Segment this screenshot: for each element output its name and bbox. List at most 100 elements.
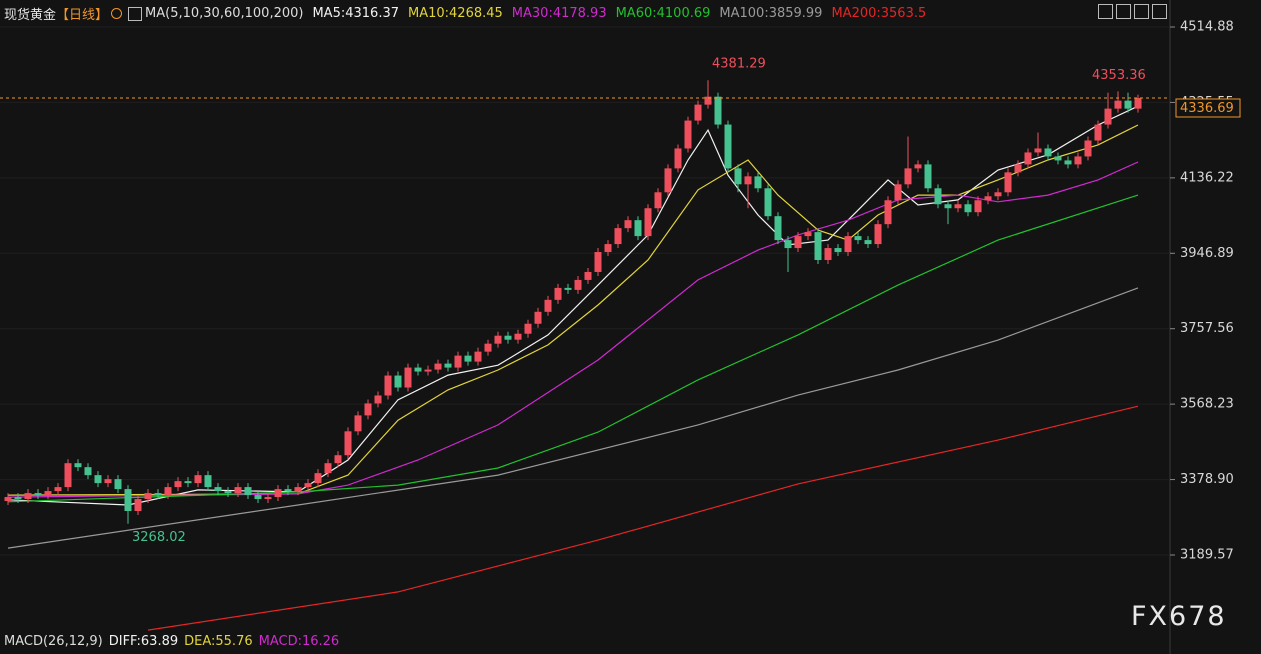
candle-body — [874, 224, 882, 245]
y-tick-label: 4136.22 — [1180, 170, 1234, 185]
candle-body — [594, 252, 602, 272]
candle-body — [1054, 156, 1062, 161]
candle-body — [1024, 152, 1032, 165]
candle-body — [1074, 156, 1082, 165]
candle-body — [674, 148, 682, 169]
macd-legend-entry: DEA:55.76 — [184, 634, 253, 649]
legend-entry: MA200:3563.5 — [831, 6, 927, 21]
candle-body — [424, 369, 432, 372]
legend-entry: MA5:4316.37 — [312, 6, 399, 21]
candle-body — [784, 240, 792, 249]
candle-body — [464, 355, 472, 362]
candle-body — [434, 363, 442, 370]
candle-body — [1014, 164, 1022, 173]
candle-body — [854, 236, 862, 241]
current-price-box — [1175, 98, 1241, 118]
candle-body — [1114, 100, 1122, 109]
candle-body — [234, 487, 242, 494]
candle-body — [404, 367, 412, 388]
candle-body — [844, 236, 852, 253]
candle-body — [694, 104, 702, 121]
candle-body — [104, 479, 112, 484]
candle-body — [24, 493, 32, 500]
ma-line — [7, 105, 1139, 506]
candle-body — [644, 208, 652, 237]
candle-body — [114, 479, 122, 490]
candle-body — [214, 487, 222, 492]
candle-body — [344, 431, 352, 456]
candle-body — [14, 497, 22, 500]
candle-body — [1034, 148, 1042, 153]
candle-body — [804, 232, 812, 237]
ma-line — [147, 405, 1139, 631]
tool-button[interactable] — [1098, 4, 1113, 19]
tool-button[interactable] — [1152, 4, 1167, 19]
candle-body — [174, 481, 182, 488]
candle-body — [664, 168, 672, 193]
candle-body — [774, 216, 782, 241]
candle-body — [394, 375, 402, 388]
candle-body — [814, 232, 822, 261]
candle-body — [884, 200, 892, 225]
legend-entry: MA30:4178.93 — [511, 6, 607, 21]
indicator-label: MA(5,10,30,60,100,200) — [145, 6, 304, 21]
legend-entry: MA100:3859.99 — [719, 6, 823, 21]
candle-body — [574, 279, 582, 290]
candle-body — [84, 467, 92, 476]
y-tick-label: 3378.90 — [1180, 472, 1234, 487]
candle-body — [4, 497, 12, 502]
y-tick-label: 3757.56 — [1180, 321, 1234, 336]
candle-body — [734, 168, 742, 185]
candle-body — [34, 493, 42, 496]
candle-body — [964, 204, 972, 213]
candle-body — [444, 363, 452, 368]
candle-body — [1124, 100, 1132, 109]
candle-body — [314, 473, 322, 484]
candle-body — [274, 489, 282, 498]
legend-entry: MA10:4268.45 — [408, 6, 503, 21]
candle-body — [754, 176, 762, 189]
candle-body — [454, 355, 462, 368]
candle-body — [204, 475, 212, 488]
candle-body — [794, 236, 802, 249]
candle-body — [324, 463, 332, 474]
tool-button[interactable] — [1116, 4, 1131, 19]
candle-body — [764, 188, 772, 217]
candle-body — [364, 403, 372, 416]
candle-body — [294, 487, 302, 492]
current-price-label: 4336.69 — [1180, 101, 1234, 116]
ma-line — [7, 124, 1139, 496]
y-tick-label: 4514.88 — [1180, 19, 1234, 34]
candle-body — [1104, 108, 1112, 125]
candle-body — [144, 493, 152, 500]
candle-body — [354, 415, 362, 432]
candle-body — [504, 335, 512, 340]
indicator-icon[interactable] — [128, 6, 143, 21]
candle-body — [524, 323, 532, 334]
candle-body — [164, 487, 172, 496]
macd-legend: MACD(26,12,9) DIFF:63.89 DEA:55.76 MACD:16.… — [4, 634, 339, 649]
high-annotation: 4381.29 — [712, 57, 766, 72]
y-tick-label: 3946.89 — [1180, 246, 1234, 261]
candle-body — [334, 455, 342, 464]
candle-body — [834, 248, 842, 253]
candle-body — [954, 204, 962, 209]
candle-body — [654, 192, 662, 209]
candle-body — [1134, 97, 1142, 109]
macd-legend-entry: MACD(26,12,9) — [4, 634, 103, 649]
settings-icon[interactable] — [111, 8, 123, 19]
toolbar — [1098, 4, 1167, 19]
legend-entry: MA60:4100.69 — [615, 6, 711, 21]
candle-body — [244, 487, 252, 496]
tool-button[interactable] — [1134, 4, 1149, 19]
candle-body — [494, 335, 502, 344]
candle-body — [634, 220, 642, 237]
period-label[interactable]: 【日线】 — [56, 8, 109, 23]
low-annotation: 3268.02 — [132, 530, 186, 545]
candle-body — [264, 497, 272, 500]
candle-body — [554, 287, 562, 300]
candle-body — [614, 228, 622, 245]
candle-body — [74, 463, 82, 468]
high-annotation: 4353.36 — [1092, 68, 1146, 83]
